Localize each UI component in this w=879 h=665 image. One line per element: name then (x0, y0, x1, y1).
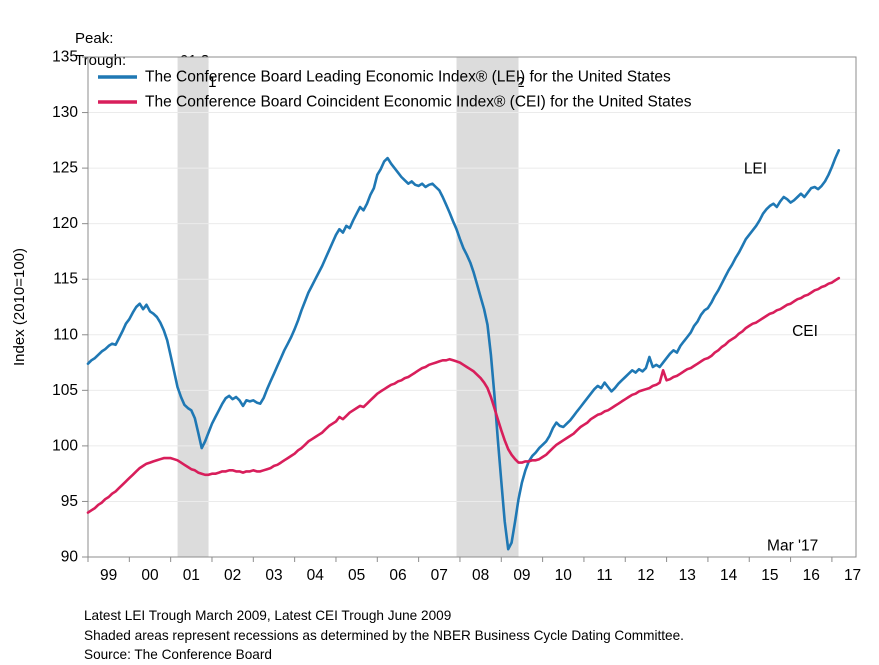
cei-line (86, 276, 841, 514)
plot-border (87, 56, 857, 558)
annotation-lei-label: LEI (744, 161, 767, 178)
recession-band-2 (456, 57, 519, 557)
x-tick-label: 99 (100, 567, 117, 584)
annotation-latest-point: Mar '17 (767, 537, 818, 554)
y-tick-label: 95 (61, 493, 78, 510)
chart-canvas: 90 95 100 105 110 115 120 125 130 135 99 00 01 02 03 04… (11, 49, 861, 585)
x-tick-label: 02 (224, 567, 241, 584)
x-tick-label: 11 (597, 567, 613, 584)
footnote-troughs: Latest LEI Trough March 2009, Latest CEI… (84, 608, 452, 623)
x-tick-label: 16 (803, 567, 820, 584)
x-tick-label: 15 (761, 567, 778, 584)
x-tick-label: 06 (389, 567, 406, 584)
x-tick-label: 13 (679, 567, 696, 584)
x-tick-label: 01 (183, 567, 200, 584)
x-tick-label: 10 (555, 567, 573, 584)
footnote-source: Source: The Conference Board (84, 647, 272, 662)
peak-label: Peak: (75, 30, 114, 47)
y-tick-label: 115 (53, 271, 78, 288)
recession-band-1 (177, 57, 209, 557)
legend-label-lei: The Conference Board Leading Economic In… (145, 69, 671, 86)
annotation-cei-label: CEI (792, 323, 818, 340)
x-tick-label: 07 (431, 567, 448, 584)
legend-label-cei: The Conference Board Coincident Economic… (145, 94, 692, 111)
y-tick-label: 120 (52, 215, 78, 232)
y-axis-title: Index (2010=100) (11, 248, 28, 366)
x-tick-label: 14 (720, 567, 738, 584)
y-tick-label: 125 (52, 160, 78, 177)
footnote-recession-shading: Shaded areas represent recessions as det… (84, 627, 684, 643)
lei-line (86, 149, 841, 551)
x-tick-label: 04 (307, 567, 325, 584)
x-tick-label: 03 (265, 567, 282, 584)
chart-footnotes: Latest LEI Trough March 2009, Latest CEI… (84, 606, 684, 665)
x-tick-label: 17 (844, 567, 861, 584)
y-tick-label: 105 (52, 382, 78, 399)
x-tick-label: 09 (513, 567, 530, 584)
y-tick-label: 90 (61, 549, 79, 566)
x-tick-label: 00 (141, 567, 159, 584)
y-tick-label: 110 (53, 326, 78, 343)
x-tick-label: 08 (472, 567, 489, 584)
x-tick-label: 12 (637, 567, 654, 584)
y-tick-label: 130 (52, 104, 78, 121)
y-tick-label: 135 (52, 49, 78, 66)
x-tick-label: 05 (348, 567, 365, 584)
y-tick-label: 100 (52, 437, 78, 454)
lei-cei-chart: 90 95 100 105 110 115 120 125 130 135 99 00 01 02 03 04… (11, 49, 861, 585)
